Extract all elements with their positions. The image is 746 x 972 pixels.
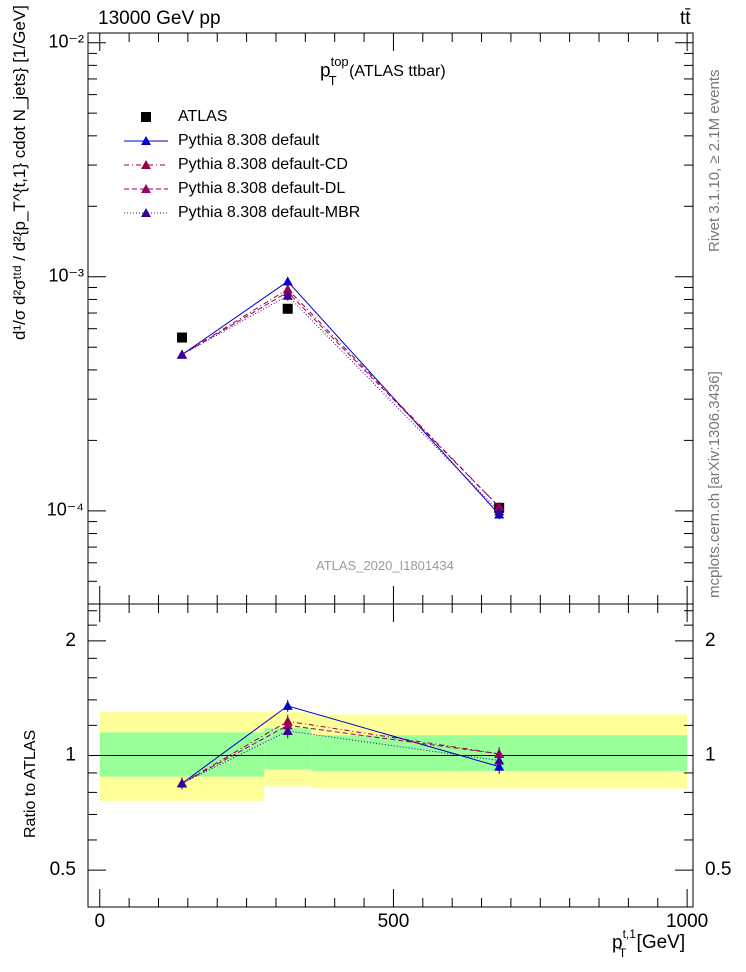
legend-marker-default: [141, 136, 151, 145]
main-ytick-label-0: 10⁻⁴: [47, 500, 84, 520]
main-default-point-1: [282, 276, 293, 286]
main-ytick-label-1: 10⁻³: [48, 266, 84, 286]
legend-label-default: Pythia 8.308 default: [178, 132, 320, 149]
legend-marker-mbr: [141, 208, 151, 217]
main-mbr-point-0: [176, 349, 187, 359]
title-base: p: [320, 60, 331, 82]
legend-label-dl: Pythia 8.308 default-DL: [178, 180, 345, 197]
process-label: tt̄: [680, 8, 691, 29]
ratio-ytick-label-0: 0.5: [50, 859, 76, 880]
xlabel-sup: t,1: [622, 927, 636, 941]
ratio-mbr-point-2: [494, 755, 505, 765]
legend-label-cd: Pythia 8.308 default-CD: [178, 156, 348, 173]
title-sub: T: [328, 72, 337, 88]
xlabel-base: p: [612, 932, 623, 954]
ratio-default-point-1: [282, 700, 293, 710]
main-data-point-0: [176, 332, 187, 343]
xlabel-unit: [GeV]: [636, 932, 686, 954]
ratio-ytick-label-2: 2: [65, 630, 76, 651]
main-mbr-point-2: [494, 506, 505, 516]
ratio-ytick-label-1: 1: [65, 745, 76, 766]
main-ytick-label-2: 10⁻²: [48, 31, 84, 51]
legend-label-mbr: Pythia 8.308 default-MBR: [178, 204, 360, 221]
x-axis-label: pt,1 T [GeV]: [612, 927, 697, 960]
legend-marker-dl: [141, 184, 151, 193]
title-suffix: (ATLAS ttbar): [349, 63, 446, 81]
legend-label-data: ATLAS: [178, 108, 228, 125]
main-dl-line: [181, 291, 500, 508]
main-mbr-line: [181, 295, 500, 512]
ratio-uncertainty-bands: [88, 712, 693, 801]
axis-ticks: 10⁻⁴ 10⁻³ 10⁻² 0.5 0.5 1 1 2 2 0 500 1000: [47, 31, 732, 932]
ylabel-main: d¹/σ d²σᵗᵗᵈ / d²{p_T^{t,1} cdot N_jets} …: [10, 5, 29, 340]
legend: ATLAS Pythia 8.308 default Pythia 8.308 de…: [124, 108, 360, 221]
band-inner-0: [99, 732, 265, 777]
main-data-point-1: [282, 303, 293, 314]
ratio-dl-point-2: [494, 748, 505, 758]
xtick-label-2: 1000: [666, 911, 708, 932]
ratio-mbr-point-0: [176, 778, 187, 788]
main-title: ptop T (ATLAS ttbar): [320, 54, 458, 88]
main-mbr-point-1: [282, 290, 293, 300]
data-series: [176, 276, 505, 790]
xlabel-sub: T: [618, 946, 627, 961]
watermark: ATLAS_2020_I1801434: [316, 558, 454, 573]
energy-label: 13000 GeV pp: [98, 8, 221, 29]
mcplots-label: mcplots.cern.ch [arXiv:1306.3436]: [706, 371, 723, 598]
ylabel-ratio: Ratio to ATLAS: [22, 729, 39, 838]
legend-marker-data: [141, 112, 151, 122]
ratio-ytick-label-right-0: 0.5: [705, 859, 731, 880]
title-sup: top: [330, 54, 349, 69]
xtick-label-0: 0: [94, 911, 105, 932]
main-default-line: [181, 280, 500, 515]
rivet-label: Rivet 3.1.10, ≥ 2.1M events: [706, 69, 723, 253]
ratio-mbr-point-1: [282, 725, 293, 735]
legend-marker-cd: [141, 160, 151, 169]
xtick-label-1: 500: [378, 911, 410, 932]
ratio-ytick-label-right-1: 1: [705, 745, 716, 766]
ratio-ytick-label-right-2: 2: [705, 630, 716, 651]
